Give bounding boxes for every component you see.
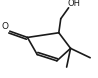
Text: O: O: [2, 22, 9, 31]
Text: OH: OH: [68, 0, 81, 8]
